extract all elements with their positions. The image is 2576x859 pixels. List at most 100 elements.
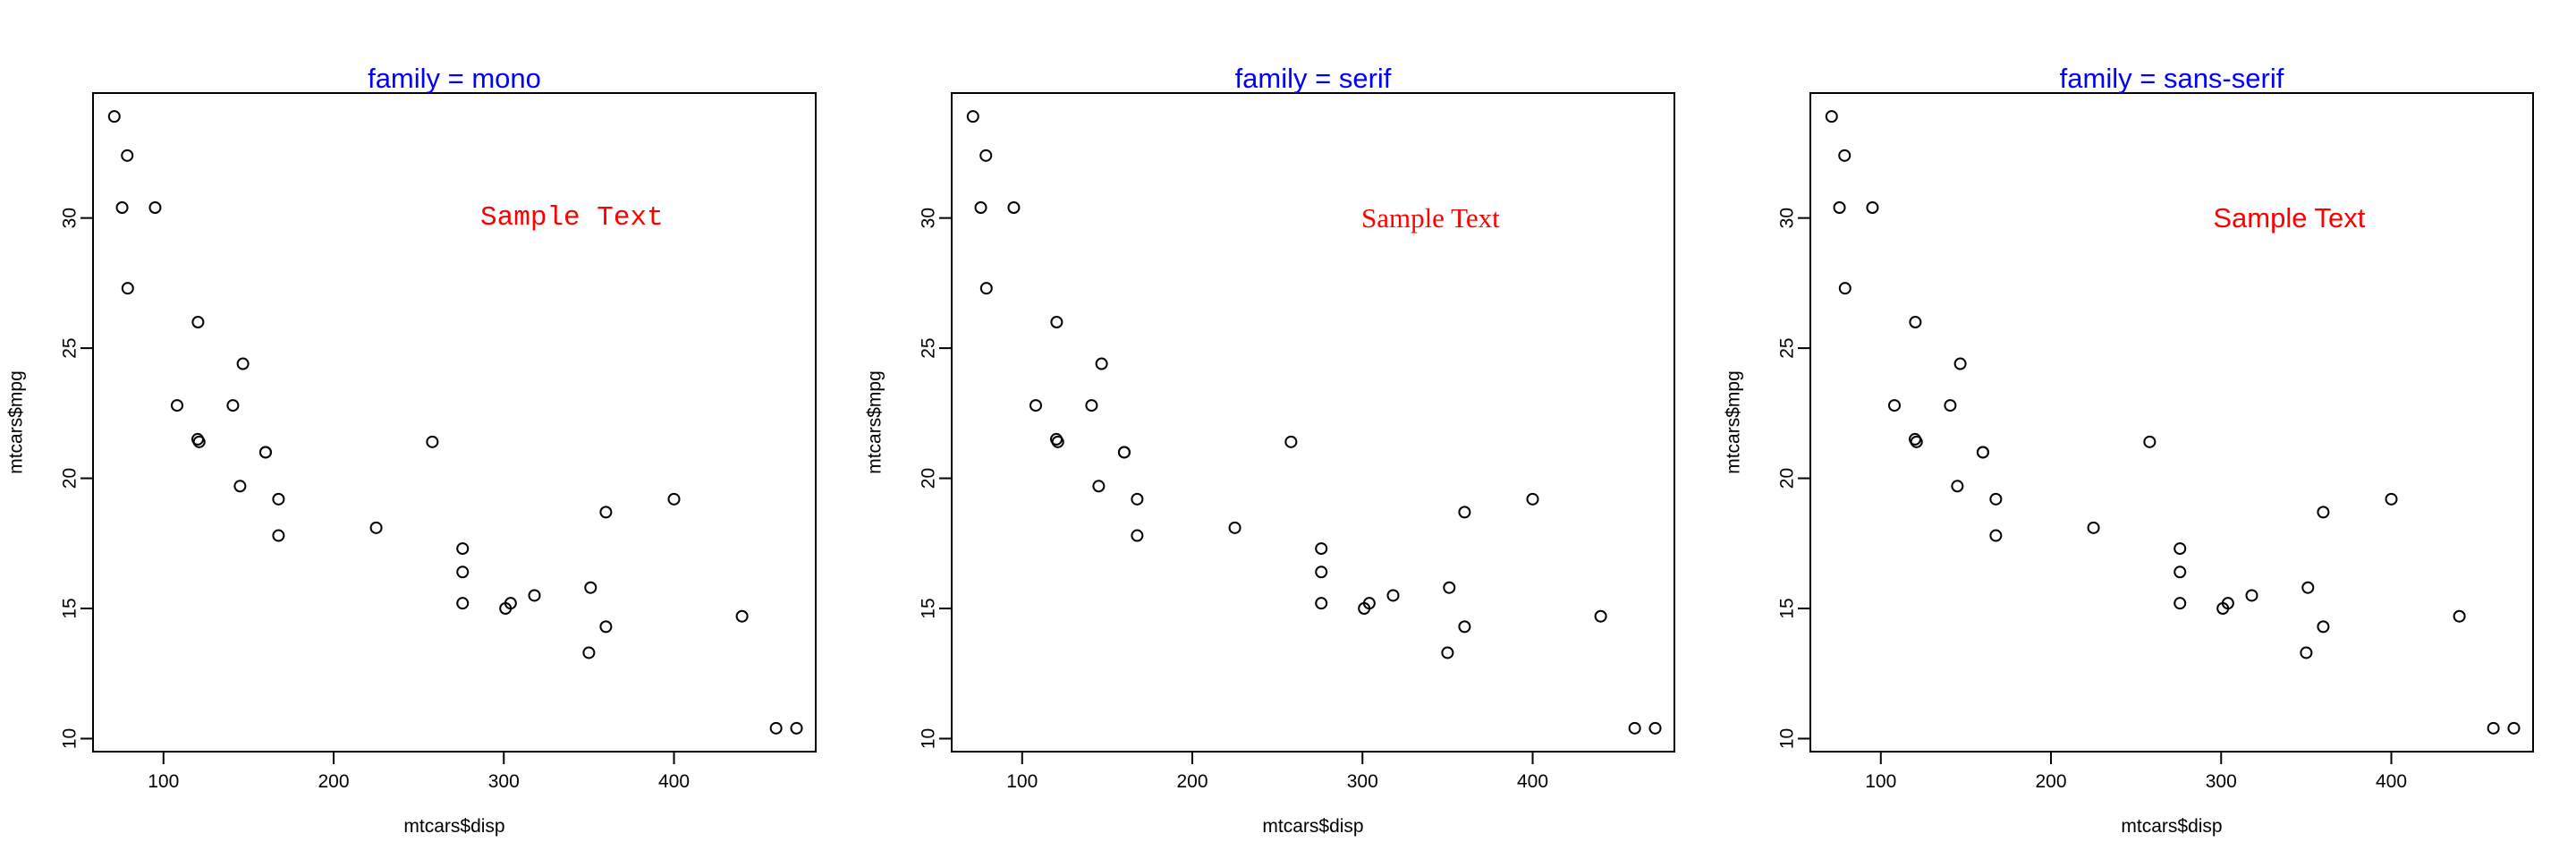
sample-text-annotation: Sample Text: [2213, 202, 2365, 234]
data-point: [2487, 721, 2500, 735]
data-point: [790, 721, 803, 735]
data-point: [1910, 435, 1923, 448]
y-tick-label: 30: [60, 208, 80, 228]
data-point: [735, 609, 749, 623]
y-tick-label: 25: [919, 337, 939, 358]
x-tick-label: 300: [2206, 771, 2237, 792]
data-point: [1050, 316, 1063, 328]
x-tick-label: 400: [1517, 771, 1548, 792]
data-point: [456, 597, 470, 610]
data-point: [528, 589, 541, 602]
data-point: [1315, 542, 1328, 556]
x-tick-label: 100: [1865, 771, 1896, 792]
data-point: [226, 399, 240, 412]
x-tick-label: 300: [488, 771, 520, 792]
y-tick-label: 15: [919, 598, 939, 618]
data-point: [769, 721, 783, 735]
data-point: [1887, 399, 1901, 412]
data-point: [979, 149, 993, 162]
data-point: [272, 492, 285, 506]
data-point: [107, 110, 121, 123]
data-point: [1131, 492, 1144, 506]
data-point: [1838, 149, 1852, 162]
x-tick-label: 400: [2376, 771, 2407, 792]
x-tick-label: 200: [318, 771, 349, 792]
data-point: [456, 542, 470, 556]
panel-title: family = mono: [368, 63, 541, 94]
panel-title: family = serif: [1235, 63, 1392, 94]
data-point: [1007, 201, 1021, 214]
data-point: [2216, 602, 2230, 615]
data-point: [2245, 589, 2258, 602]
x-axis-label: mtcars$disp: [403, 816, 504, 837]
data-point: [1825, 110, 1838, 123]
y-tick-label: 30: [1777, 208, 1798, 228]
data-point: [1648, 721, 1662, 735]
data-point: [1526, 492, 1539, 506]
data-point: [1284, 435, 1298, 448]
y-tick-label: 10: [1777, 728, 1798, 749]
plot-frame: [951, 92, 1675, 753]
data-point: [2453, 609, 2466, 623]
plot-frame: [92, 92, 817, 753]
data-point: [1051, 435, 1064, 448]
scatter-panel-2: family = serif 100 200 300 400 10 15 20 25 30 mtca…: [865, 63, 1675, 837]
data-point: [2174, 566, 2187, 579]
scatter-panel-1: family = mono 100 200 300 400 10 15 20 25 30 mtcar…: [6, 63, 817, 837]
data-point: [1458, 506, 1471, 519]
data-point: [115, 201, 129, 214]
y-tick-label: 30: [919, 208, 939, 228]
data-point: [1909, 316, 1922, 328]
data-point: [1358, 602, 1371, 615]
data-point: [170, 399, 183, 412]
y-tick-label: 10: [60, 728, 80, 749]
data-point: [1131, 529, 1144, 542]
x-tick-label: 100: [148, 771, 179, 792]
data-point: [667, 492, 681, 506]
data-point: [582, 646, 596, 659]
data-point: [236, 357, 250, 370]
data-point: [2317, 620, 2330, 634]
data-point: [426, 435, 439, 448]
data-point: [1953, 357, 1967, 370]
data-point: [979, 282, 993, 295]
data-point: [456, 566, 470, 579]
data-point: [1095, 357, 1108, 370]
data-point: [1944, 399, 1957, 412]
data-point: [233, 480, 247, 493]
y-tick-label: 20: [919, 468, 939, 489]
x-axis-label: mtcars$disp: [1262, 816, 1363, 837]
x-tick-label: 200: [1176, 771, 1208, 792]
data-point: [2174, 542, 2187, 556]
data-point: [584, 581, 597, 594]
data-point: [2385, 492, 2398, 506]
y-tick-label: 25: [1777, 337, 1798, 358]
data-point: [974, 201, 987, 214]
data-point: [191, 316, 205, 328]
x-axis-label: mtcars$disp: [2121, 816, 2222, 837]
x-tick-label: 100: [1006, 771, 1038, 792]
x-tick-label: 200: [2035, 771, 2066, 792]
data-point: [1029, 399, 1042, 412]
data-point: [1085, 399, 1098, 412]
data-point: [148, 201, 162, 214]
data-point: [1228, 521, 1241, 534]
data-point: [2174, 597, 2187, 610]
data-point: [1117, 446, 1131, 459]
plot-frame: [1809, 92, 2534, 753]
y-tick-label: 20: [60, 468, 80, 489]
data-point: [966, 110, 979, 123]
y-tick-label: 25: [60, 337, 80, 358]
data-point: [1441, 646, 1454, 659]
x-tick-label: 400: [658, 771, 690, 792]
data-point: [1989, 529, 2003, 542]
sample-text-annotation: Sample Text: [1361, 202, 1500, 234]
data-point: [121, 149, 134, 162]
y-tick-label: 20: [1777, 468, 1798, 489]
data-point: [2087, 521, 2100, 534]
data-point: [1951, 480, 1964, 493]
data-point: [272, 529, 285, 542]
data-point: [1989, 492, 2003, 506]
data-point: [2317, 506, 2330, 519]
